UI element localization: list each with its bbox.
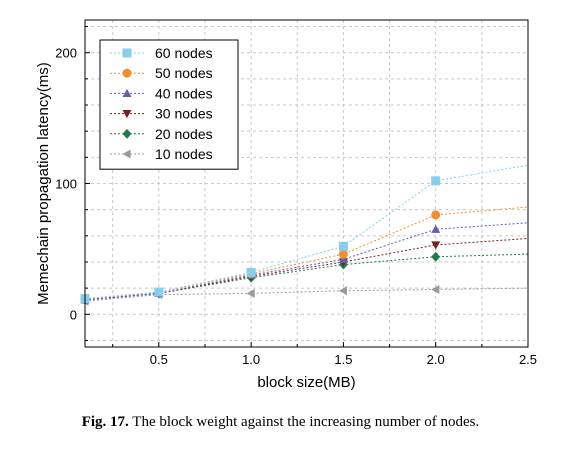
series-line-40-nodes bbox=[84, 222, 529, 301]
data-point bbox=[338, 286, 348, 296]
legend-item: 10 nodes bbox=[110, 146, 213, 162]
series-line-50-nodes bbox=[84, 206, 529, 300]
x-tick-label: 0.5 bbox=[150, 352, 168, 367]
x-tick-label: 2.5 bbox=[519, 352, 537, 367]
series-line-20-nodes bbox=[84, 253, 529, 301]
y-tick-label: 0 bbox=[70, 307, 77, 322]
legend-item: 40 nodes bbox=[110, 85, 213, 101]
legend-label: 40 nodes bbox=[155, 85, 213, 101]
data-point bbox=[338, 249, 348, 259]
legend: 60 nodes 50 nodes 40 nodes 30 nodes 20 nodes… bbox=[99, 39, 239, 170]
series-20-nodes bbox=[80, 251, 529, 305]
legend-label: 20 nodes bbox=[155, 126, 213, 142]
caption-text: The block weight against the increasing … bbox=[132, 414, 480, 430]
legend-box bbox=[99, 39, 239, 170]
data-point bbox=[246, 288, 255, 298]
data-point bbox=[338, 254, 348, 263]
data-point bbox=[431, 241, 441, 250]
axis-ticks: 0.5 1.0 1.5 2.0 2.5 0 100 200 bbox=[55, 26, 537, 367]
series-60-nodes bbox=[80, 164, 529, 304]
data-point bbox=[431, 251, 441, 262]
series-line-60-nodes bbox=[84, 164, 529, 300]
legend-item: 20 nodes bbox=[110, 126, 213, 142]
legend-label: 10 nodes bbox=[155, 146, 213, 162]
data-point bbox=[431, 210, 441, 220]
legend-marker bbox=[122, 149, 131, 159]
data-point bbox=[431, 176, 441, 186]
data-point bbox=[431, 284, 440, 294]
series-40-nodes bbox=[80, 222, 529, 304]
y-tick-label: 200 bbox=[55, 46, 77, 61]
legend-marker bbox=[122, 48, 132, 58]
legend-marker bbox=[122, 110, 132, 119]
x-tick-label: 2.0 bbox=[427, 352, 445, 367]
data-point bbox=[246, 267, 256, 277]
legend-marker bbox=[122, 88, 132, 97]
y-tick-label: 100 bbox=[55, 177, 77, 192]
caption-label: Fig. 17. bbox=[81, 414, 129, 430]
legend-marker bbox=[122, 128, 132, 139]
legend-item: 60 nodes bbox=[110, 45, 213, 61]
legend-label: 60 nodes bbox=[155, 45, 213, 61]
series-30-nodes bbox=[80, 237, 529, 305]
series-line-10-nodes bbox=[84, 287, 529, 302]
legend-label: 30 nodes bbox=[155, 106, 213, 122]
data-point bbox=[338, 241, 348, 251]
x-tick-label: 1.0 bbox=[242, 352, 260, 367]
data-point bbox=[154, 287, 164, 297]
legend-marker bbox=[122, 68, 132, 78]
series-layer bbox=[80, 164, 529, 306]
legend-label: 50 nodes bbox=[155, 65, 213, 81]
y-axis-title: Memechain propagation latency(ms) bbox=[35, 62, 52, 305]
data-point bbox=[431, 224, 441, 233]
legend-item: 30 nodes bbox=[110, 106, 213, 122]
x-tick-label: 1.5 bbox=[334, 352, 352, 367]
legend-item: 50 nodes bbox=[110, 65, 213, 81]
series-line-30-nodes bbox=[84, 237, 529, 301]
figure-caption: Fig. 17. The block weight against the in… bbox=[0, 414, 561, 431]
x-axis-title: block size(MB) bbox=[257, 374, 355, 391]
